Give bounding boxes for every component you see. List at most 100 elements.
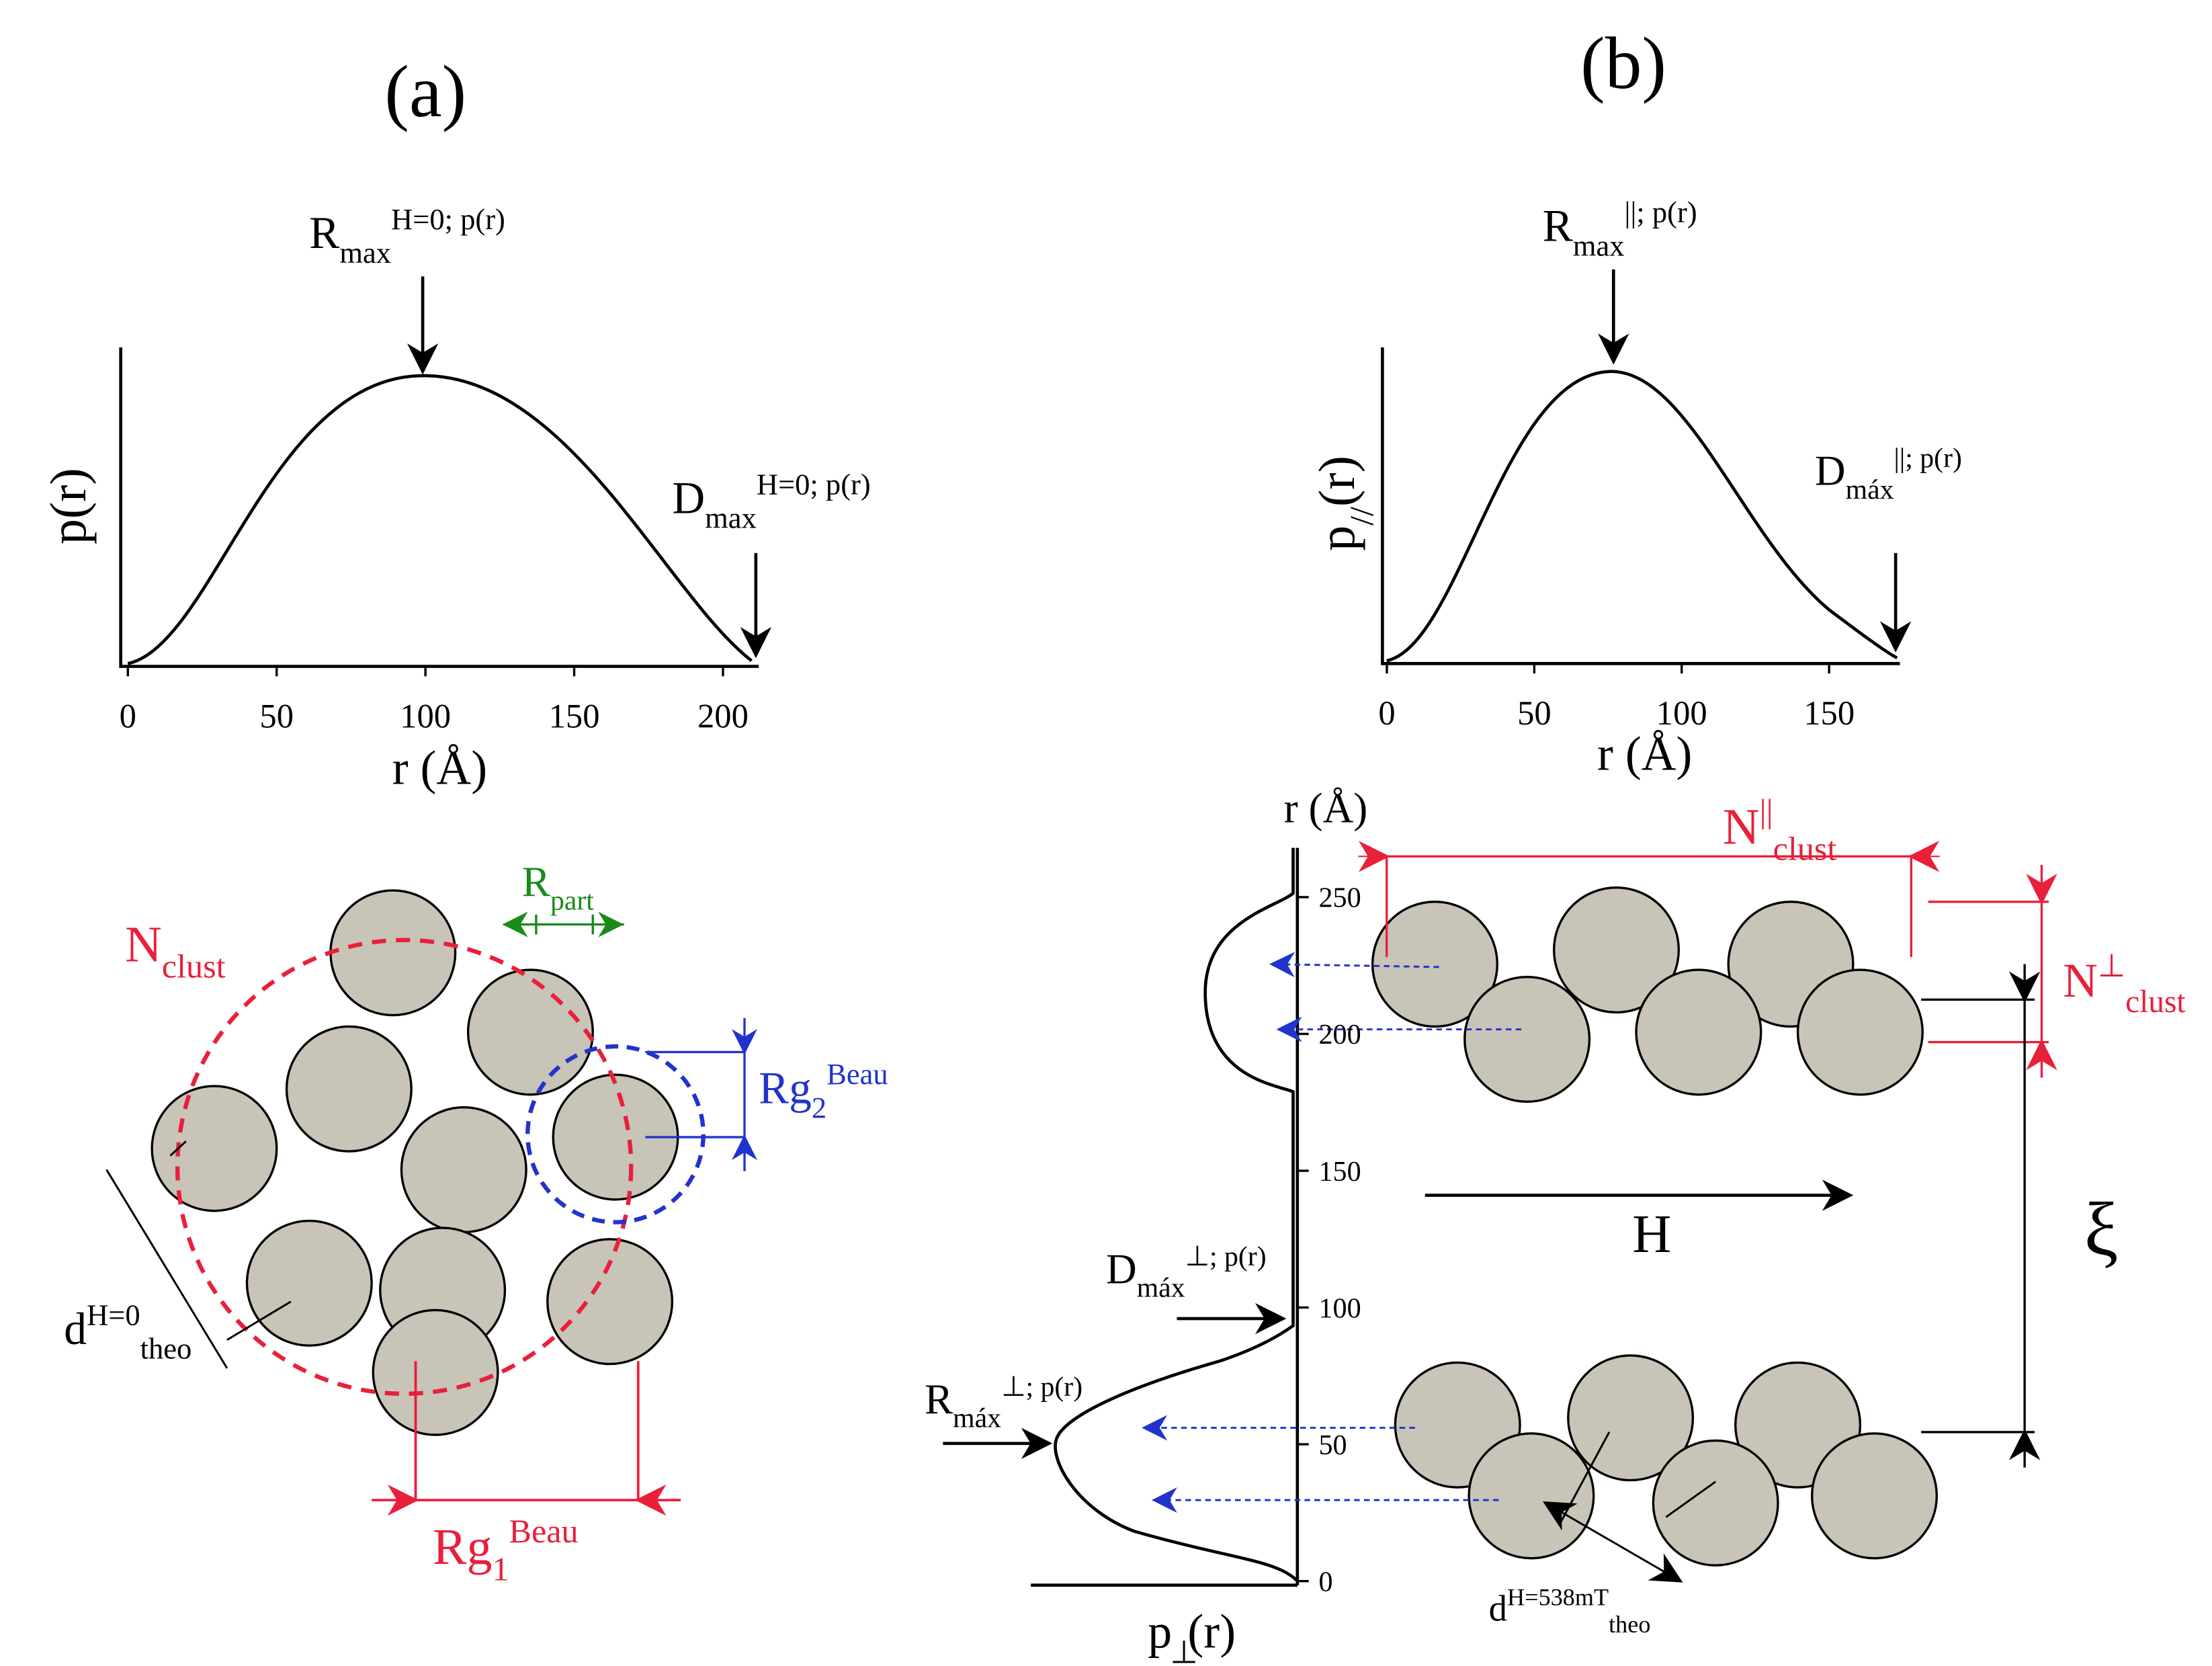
cluster-a (105, 889, 757, 1516)
label-base: p (1309, 526, 1365, 551)
label-sup: ||; p(r) (1625, 195, 1697, 228)
label-sub: max (1573, 228, 1625, 262)
curve (127, 374, 753, 665)
projection-arrows (1142, 952, 1522, 1513)
label-base: d (64, 1304, 87, 1354)
annotation: N||clust (1723, 792, 1837, 867)
label-sub: clust (2125, 985, 2185, 1019)
x-axis-label: r (Å) (1597, 727, 1692, 781)
x-tick-label: 0 (1378, 694, 1395, 732)
y-axis-label: p(r) (40, 468, 97, 544)
annotation: Rpart (522, 858, 595, 916)
label-sup: ⊥ (2098, 949, 2125, 984)
rg1-bracket (372, 1361, 681, 1502)
x-tick-label: 0 (120, 697, 136, 735)
annotation: Rmax||; p(r) (1543, 195, 1697, 262)
label-sub: máx (1137, 1273, 1185, 1304)
x-tick-label: 200 (697, 697, 749, 735)
y-tick-label: 100 (1318, 1292, 1361, 1324)
label-sub: máx (953, 1403, 1001, 1434)
panel-label: (a) (384, 50, 466, 132)
label-base: D (672, 473, 705, 524)
label-sub: ⊥ (1170, 1636, 1197, 1666)
label-base: D (1815, 448, 1846, 495)
label-base: N (125, 916, 162, 972)
particle (1371, 901, 1498, 1028)
n-perp-bracket (1928, 864, 2049, 1078)
label-base: N (2063, 954, 2098, 1007)
label-sup: H=538mT (1507, 1583, 1609, 1610)
particle (1810, 1432, 1939, 1560)
label-base: R (522, 858, 551, 905)
label-sub: clust (1773, 830, 1837, 868)
label-sup: Beau (826, 1057, 888, 1091)
annotation: dH=0theo (64, 1298, 192, 1366)
annotation: Dmáx||; p(r) (1815, 443, 1962, 505)
particle (245, 1219, 373, 1347)
label-sup: H=0 (87, 1298, 140, 1332)
gyration-outline (525, 1044, 706, 1224)
plot-b (1381, 269, 1912, 665)
particle (372, 1308, 499, 1436)
label-sub: part (550, 886, 594, 917)
x-tick-label: 100 (1656, 694, 1707, 732)
label-sup: Beau (509, 1512, 579, 1550)
x-tick-label: 150 (549, 697, 600, 735)
plot-a (119, 276, 772, 668)
xi-bracket (1921, 964, 2035, 1468)
particle (546, 1238, 674, 1366)
y-axis-label: p//(r) (1309, 456, 1380, 551)
particle (1652, 1439, 1779, 1567)
x-tick-label: 50 (1517, 694, 1551, 732)
label-base: Rg (433, 1519, 493, 1575)
label-tail: (r) (1187, 1605, 1236, 1659)
x-axis-label: r (Å) (392, 741, 487, 795)
particle (1796, 968, 1924, 1096)
label-sup: ⊥; p(r) (1185, 1241, 1267, 1272)
x-tick-label: 50 (259, 697, 294, 735)
label-base: d (1489, 1587, 1507, 1628)
particle (1635, 968, 1762, 1096)
r-axis (1031, 847, 1300, 1587)
axes (119, 347, 759, 668)
curve (1386, 370, 1898, 663)
p-perp-curve (1054, 847, 1299, 1583)
annotation: ξ (2084, 1186, 2119, 1272)
axes (1381, 347, 1900, 665)
annotation: DmaxH=0; p(r) (672, 467, 870, 534)
x-tick-label: 100 (400, 697, 451, 735)
particle (1463, 975, 1591, 1103)
y-tick-label: 0 (1318, 1566, 1332, 1597)
axis-label: p⊥(r) (1148, 1605, 1236, 1666)
axis-label: r (Å) (1284, 785, 1368, 832)
label-base: p (1148, 1605, 1172, 1659)
label-sub: max (705, 501, 757, 534)
cluster-outline (175, 938, 634, 1397)
particle (1553, 886, 1681, 1014)
annotation: Rmáx⊥; p(r) (925, 1372, 1082, 1434)
label-sub: theo (1609, 1611, 1650, 1638)
annotation: dH=538mTtheo (1489, 1583, 1651, 1638)
d-theo-line (105, 1140, 292, 1369)
annotation: Rg2Beau (759, 1057, 888, 1124)
label-sup: H=0; p(r) (757, 467, 871, 501)
label-base: D (1106, 1245, 1137, 1292)
field-label: H (1632, 1205, 1671, 1264)
label-sup: || (1760, 792, 1773, 829)
particle (151, 1085, 278, 1212)
label-base: Rg (759, 1063, 812, 1113)
label-base: N (1723, 798, 1760, 855)
annotation: Nclust (125, 916, 226, 985)
y-tick-label: 50 (1318, 1429, 1347, 1461)
label-sup: H=0; p(r) (391, 202, 505, 236)
d-theo-line (1543, 1501, 1683, 1583)
particle (329, 889, 457, 1017)
annotation: Rg1Beau (433, 1512, 579, 1587)
y-tick-label: 250 (1318, 882, 1361, 914)
n-par-bracket (1386, 855, 1913, 958)
label-sub: máx (1846, 474, 1894, 505)
label-sup: ⊥; p(r) (1001, 1372, 1082, 1403)
chains-b (943, 841, 2057, 1587)
annotation: RmaxH=0; p(r) (309, 202, 505, 269)
